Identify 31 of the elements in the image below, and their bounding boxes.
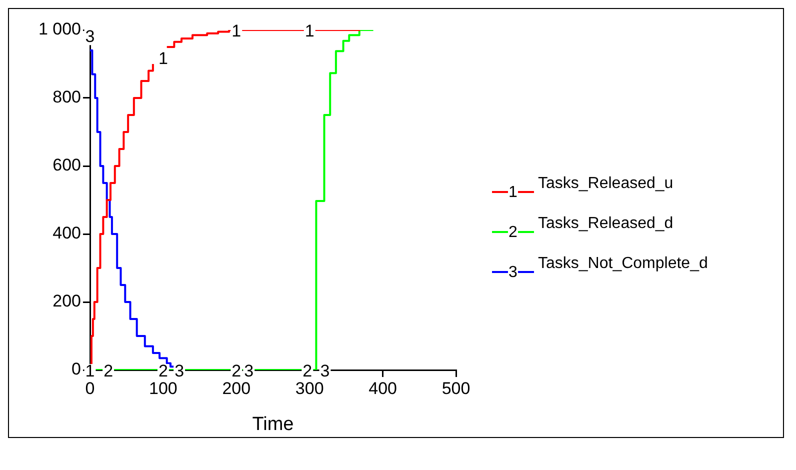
annotation: 2 [302, 362, 312, 381]
y-tick-label: 1 000 [38, 20, 81, 39]
annotation: 1 [85, 362, 95, 381]
annotation: 2 [232, 362, 242, 381]
x-axis-title: Time [252, 414, 294, 435]
annotation: 3 [244, 362, 254, 381]
legend-label: Tasks_Not_Complete_d [538, 255, 708, 273]
annotation: 1 [232, 22, 242, 41]
annotation: 3 [85, 26, 95, 46]
annotation: 2 [158, 362, 168, 381]
x-tick-label: 400 [368, 378, 397, 398]
text: 1 [508, 184, 518, 201]
text: 2 [508, 224, 518, 241]
x-tick-label: 100 [149, 378, 178, 398]
annotation: 3 [174, 362, 184, 381]
legend-label: Tasks_Released_u [538, 175, 674, 193]
annotation: 1 [158, 48, 168, 68]
y-tick-label: 200 [52, 292, 81, 311]
x-tick-label: 200 [222, 378, 251, 398]
annotation: 2 [104, 362, 114, 381]
legend-label: Tasks_Released_d [538, 215, 674, 233]
x-tick-label: 500 [442, 378, 470, 398]
y-tick-label: 800 [52, 88, 81, 107]
annotation: 1 [304, 22, 314, 41]
y-tick-label: 400 [52, 224, 81, 243]
text: 3 [508, 264, 518, 281]
x-tick-label: 0 [85, 378, 95, 398]
annotation: 3 [320, 362, 330, 381]
y-tick-label: 0 [72, 360, 81, 379]
x-tick-label: 300 [295, 378, 324, 398]
y-tick-label: 600 [52, 156, 81, 175]
